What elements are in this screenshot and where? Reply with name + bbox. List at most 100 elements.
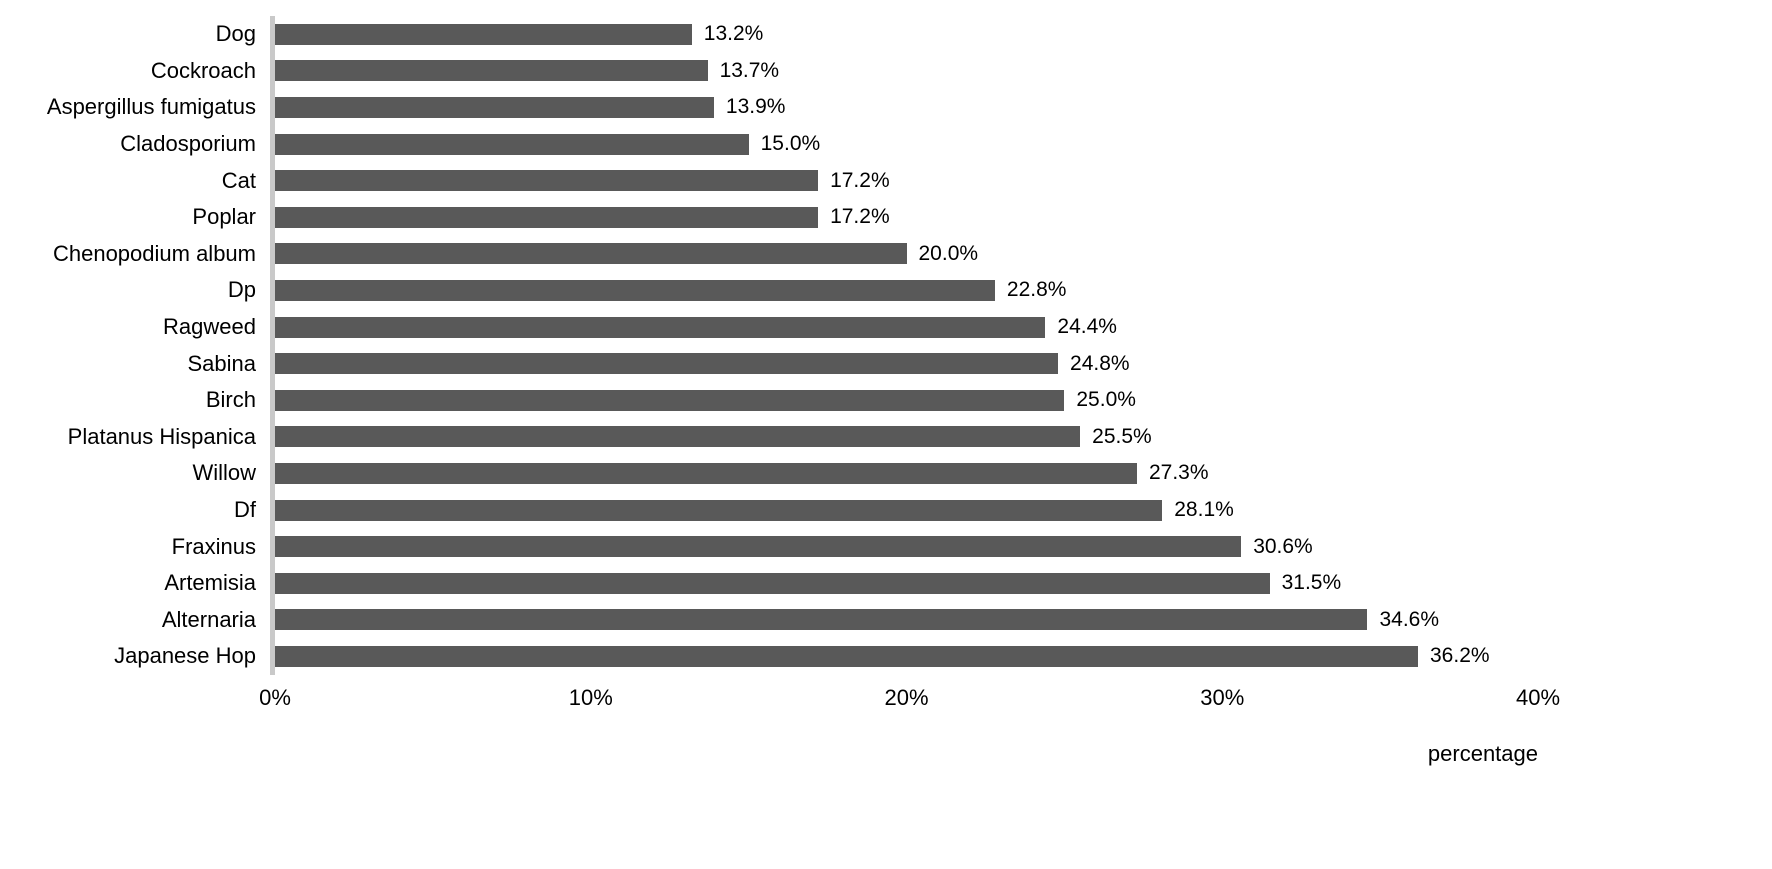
value-label: 24.8% <box>1070 351 1130 375</box>
bar <box>275 462 1137 484</box>
bar-row: Fraxinus 30.6% <box>0 528 1538 565</box>
bar-track: 30.6% <box>270 528 1538 565</box>
bar-track: 13.9% <box>270 89 1538 126</box>
value-label: 36.2% <box>1430 644 1490 668</box>
bar-track: 25.0% <box>270 381 1538 419</box>
bar-track: 24.8% <box>270 345 1538 382</box>
bar <box>275 96 714 118</box>
bar-track: 27.3% <box>270 455 1538 492</box>
bar-track: 31.5% <box>270 564 1538 602</box>
category-label: Dog <box>215 21 256 47</box>
category-label: Aspergillus fumigatus <box>46 94 256 120</box>
bar-row: Willow 27.3% <box>0 455 1538 492</box>
bar <box>275 206 819 228</box>
bar <box>275 23 692 45</box>
bar-track: 15.0% <box>270 125 1538 163</box>
value-label: 13.2% <box>703 22 764 46</box>
bar <box>275 170 819 192</box>
bar-row: Platanus Hispanica 25.5% <box>0 418 1538 456</box>
x-tick-label: 10% <box>568 684 613 710</box>
value-label: 15.0% <box>760 132 821 156</box>
x-tick-label: 0% <box>259 684 291 710</box>
category-label: Birch <box>205 387 256 413</box>
value-label: 13.7% <box>719 58 780 82</box>
bar <box>275 60 708 82</box>
bar-row: Sabina 24.8% <box>0 345 1538 382</box>
bar-row: Cat 17.2% <box>0 162 1538 199</box>
category-label: Cockroach <box>150 57 256 83</box>
bar-track: 13.7% <box>270 52 1538 90</box>
value-label: 31.5% <box>1281 571 1342 595</box>
x-tick-label: 40% <box>1515 684 1561 710</box>
bars-container: Dog 13.2% Cockroach 13.7% Aspergillus fumiga… <box>0 16 1538 675</box>
bar-row: Cockroach 13.7% <box>0 52 1538 90</box>
bar-track: 22.8% <box>270 272 1538 309</box>
bar-track: 28.1% <box>270 491 1538 529</box>
bar <box>275 609 1368 631</box>
value-label: 24.4% <box>1057 315 1117 339</box>
value-label: 17.2% <box>830 168 890 192</box>
value-label: 27.3% <box>1148 461 1209 485</box>
bar <box>275 572 1270 594</box>
category-label: Alternaria <box>161 606 256 632</box>
bar-track: 36.2% <box>270 638 1538 675</box>
bar <box>275 389 1065 411</box>
category-label: Dp <box>227 277 256 303</box>
x-axis-title: percentage <box>1427 740 1538 766</box>
bar-row: Chenopodium album 20.0% <box>0 235 1538 273</box>
value-label: 28.1% <box>1174 498 1234 522</box>
value-label: 20.0% <box>918 241 979 265</box>
category-label: Willow <box>192 460 256 486</box>
value-label: 34.6% <box>1379 607 1440 631</box>
bar-track: 34.6% <box>270 601 1538 639</box>
category-label: Ragweed <box>163 314 256 340</box>
bar-track: 13.2% <box>270 16 1538 53</box>
bar-row: Alternaria 34.6% <box>0 601 1538 639</box>
bar-row: Dp 22.8% <box>0 272 1538 309</box>
bar <box>275 426 1081 448</box>
bar <box>275 133 749 155</box>
value-label: 22.8% <box>1006 278 1067 302</box>
category-label: Artemisia <box>164 570 256 596</box>
x-axis: 0% 10% 20% 30% 40% <box>259 684 1560 715</box>
bar <box>275 243 907 265</box>
bar-track: 20.0% <box>270 235 1538 273</box>
category-label: Japanese Hop <box>114 643 256 669</box>
category-label: Fraxinus <box>171 533 256 559</box>
bar-track: 25.5% <box>270 418 1538 456</box>
category-label: Cladosporium <box>120 131 256 157</box>
bar-track: 17.2% <box>270 198 1538 236</box>
bar-row: Japanese Hop 36.2% <box>0 638 1538 675</box>
bar <box>275 279 995 301</box>
bar-row: Dog 13.2% <box>0 16 1538 53</box>
category-label: Chenopodium album <box>52 240 256 266</box>
bar <box>275 499 1163 521</box>
bar <box>275 353 1059 375</box>
bar-track: 17.2% <box>270 162 1538 199</box>
bar-row: Aspergillus fumigatus 13.9% <box>0 89 1538 126</box>
category-label: Df <box>234 497 256 523</box>
value-label: 25.5% <box>1092 424 1152 448</box>
value-label: 25.0% <box>1076 388 1136 412</box>
x-tick-label: 20% <box>884 684 929 710</box>
value-label: 13.9% <box>725 95 786 119</box>
bar-row: Ragweed 24.4% <box>0 308 1538 346</box>
bar-track: 24.4% <box>270 308 1538 346</box>
bar-row: Birch 25.0% <box>0 381 1538 419</box>
bar-row: Artemisia 31.5% <box>0 564 1538 602</box>
bar <box>275 536 1242 558</box>
category-label: Platanus Hispanica <box>67 423 256 449</box>
bar <box>275 316 1046 338</box>
category-label: Poplar <box>192 204 256 230</box>
category-label: Sabina <box>187 350 256 376</box>
value-label: 30.6% <box>1253 534 1313 558</box>
bar <box>275 645 1418 667</box>
x-axis-title-row: percentage <box>0 741 1538 767</box>
bar-row: Cladosporium 15.0% <box>0 125 1538 163</box>
x-tick-label: 30% <box>1200 684 1245 710</box>
bar-row: Df 28.1% <box>0 491 1538 529</box>
value-label: 17.2% <box>830 205 890 229</box>
bar-row: Poplar 17.2% <box>0 198 1538 236</box>
category-label: Cat <box>221 167 256 193</box>
